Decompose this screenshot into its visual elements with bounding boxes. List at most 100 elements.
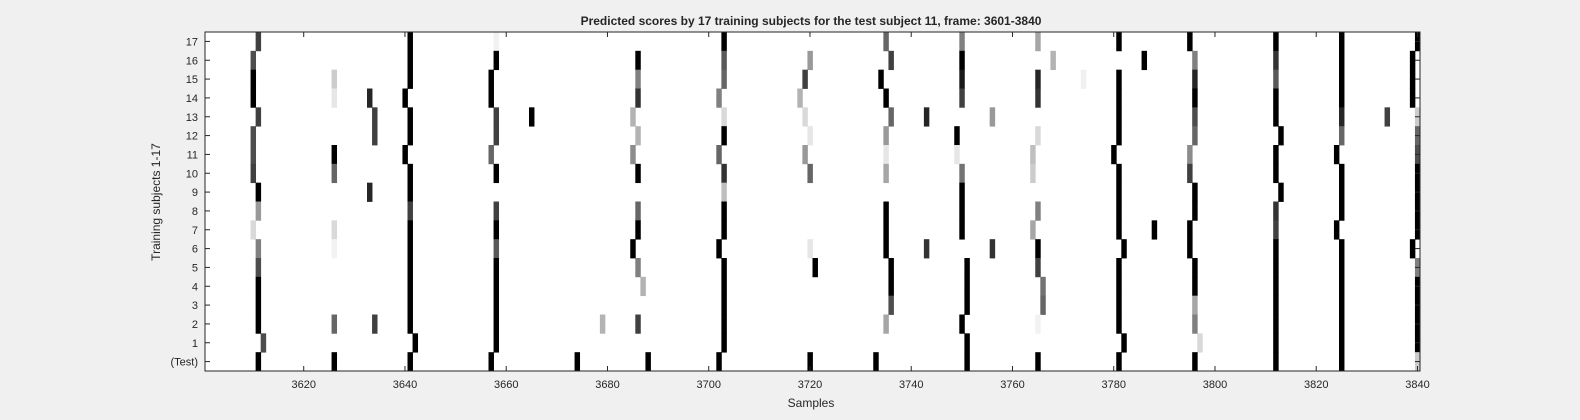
y-tick-label: 7 [192, 225, 198, 237]
heatmap-cell [331, 314, 338, 334]
heatmap-cell [1121, 239, 1127, 259]
heatmap-cell [529, 107, 535, 127]
heatmap-cell [1116, 126, 1122, 146]
heatmap-cell [250, 145, 257, 165]
heatmap-cell [640, 276, 646, 297]
heatmap-cell [493, 126, 500, 146]
heatmap-cell [1121, 333, 1127, 353]
y-tick-label: 2 [192, 319, 198, 331]
heatmap-cell [1035, 201, 1041, 221]
heatmap-cell [1273, 201, 1279, 221]
heatmap-cell [802, 69, 808, 89]
heatmap-cell [1339, 50, 1345, 71]
heatmap-cell [1192, 352, 1198, 372]
heatmap-cell [1116, 276, 1122, 297]
heatmap-cell [1035, 258, 1041, 278]
heatmap-cell [407, 163, 413, 184]
heatmap-cell [807, 163, 813, 184]
heatmap-cell [1339, 163, 1345, 184]
heatmap-cell [412, 333, 419, 353]
heatmap-cell [883, 239, 889, 259]
y-axis-label: Training subjects 1-17 [149, 143, 163, 261]
y-axis-ticks: 17 16 15 14 13 12 11 10 9 8 7 6 5 4 3 2 1 (Test) [171, 36, 1420, 369]
heatmap-cell [1187, 220, 1193, 240]
heatmap-cell [1192, 107, 1198, 127]
heatmap-cell [1273, 314, 1279, 334]
heatmap-cell [493, 163, 500, 184]
x-tick-label: 3700 [696, 379, 720, 391]
heatmap-cell [1035, 239, 1041, 259]
heatmap-cell [959, 220, 965, 240]
heatmap-cell [1339, 182, 1345, 202]
x-tick-label: 3840 [1405, 379, 1429, 391]
heatmap-cell [255, 276, 262, 297]
heatmap-cell [250, 126, 257, 146]
heatmap-cell [599, 314, 606, 334]
heatmap-cell [1273, 258, 1279, 278]
heatmap-cell [873, 352, 879, 372]
y-tick-label: 5 [192, 262, 198, 274]
heatmap-cell [255, 352, 262, 372]
heatmap-cell [883, 314, 889, 334]
heatmap-cell [1339, 32, 1345, 52]
heatmap-cell [1116, 182, 1122, 202]
heatmap-cell [1035, 69, 1041, 89]
heatmap-cell [888, 258, 894, 278]
y-tick-label: 1 [192, 338, 198, 350]
heatmap-cell [635, 50, 641, 71]
heatmap-cell [721, 201, 727, 221]
heatmap-cell [954, 126, 960, 146]
heatmap-cell [1116, 314, 1122, 334]
heatmap-cell [1273, 220, 1279, 240]
heatmap-cell [1339, 88, 1345, 108]
heatmap-cell [1273, 163, 1279, 184]
heatmap-cell [260, 333, 267, 353]
heatmap-cell [407, 239, 413, 259]
heatmap-cell [402, 88, 408, 108]
heatmap-cell [1187, 163, 1193, 184]
heatmap-cell [802, 145, 808, 165]
heatmap-cell [1111, 145, 1117, 165]
heatmap-cell [1409, 69, 1416, 89]
x-tick-label: 3660 [494, 379, 518, 391]
heatmap-cell [1339, 276, 1345, 297]
heatmap-cell [1030, 163, 1036, 184]
y-tick-label: 12 [186, 131, 198, 143]
heatmap-cell [1080, 69, 1087, 89]
heatmap-cell [1040, 295, 1046, 315]
heatmap-cell [1192, 295, 1198, 315]
heatmap-cell [255, 295, 262, 315]
heatmap-cell [959, 69, 965, 89]
heatmap-cell [883, 126, 889, 146]
heatmap-cell [250, 50, 257, 71]
x-tick-label: 3680 [595, 379, 619, 391]
heatmap-cell [635, 88, 641, 108]
heatmap-cell [1192, 314, 1198, 334]
heatmap-cell [493, 220, 500, 240]
heatmap-cell [888, 50, 894, 71]
heatmap-cell [883, 201, 889, 221]
heatmap-cell [635, 69, 641, 89]
heatmap-cell [493, 314, 500, 334]
heatmap-cell [721, 126, 727, 146]
heatmap-cell [250, 69, 257, 89]
heatmap-cell [1339, 201, 1345, 221]
heatmap-cell [883, 88, 889, 108]
heatmap-cell [1116, 352, 1122, 372]
heatmap-cell [488, 88, 494, 108]
heatmap-cell [250, 163, 257, 184]
x-tick-label: 3640 [393, 379, 417, 391]
heatmap-cell [721, 258, 727, 278]
heatmap-cell [923, 239, 930, 259]
heatmap-cell [1187, 32, 1193, 52]
heatmap-cell [407, 50, 413, 71]
heatmap-cell [407, 220, 413, 240]
heatmap-cell [488, 69, 494, 89]
heatmap-cell [1339, 69, 1345, 89]
y-tick-label: 9 [192, 187, 198, 199]
heatmap-cell [407, 107, 413, 127]
heatmap-cell [331, 220, 338, 240]
plot-area [205, 32, 1420, 371]
heatmap-cell [807, 239, 813, 259]
